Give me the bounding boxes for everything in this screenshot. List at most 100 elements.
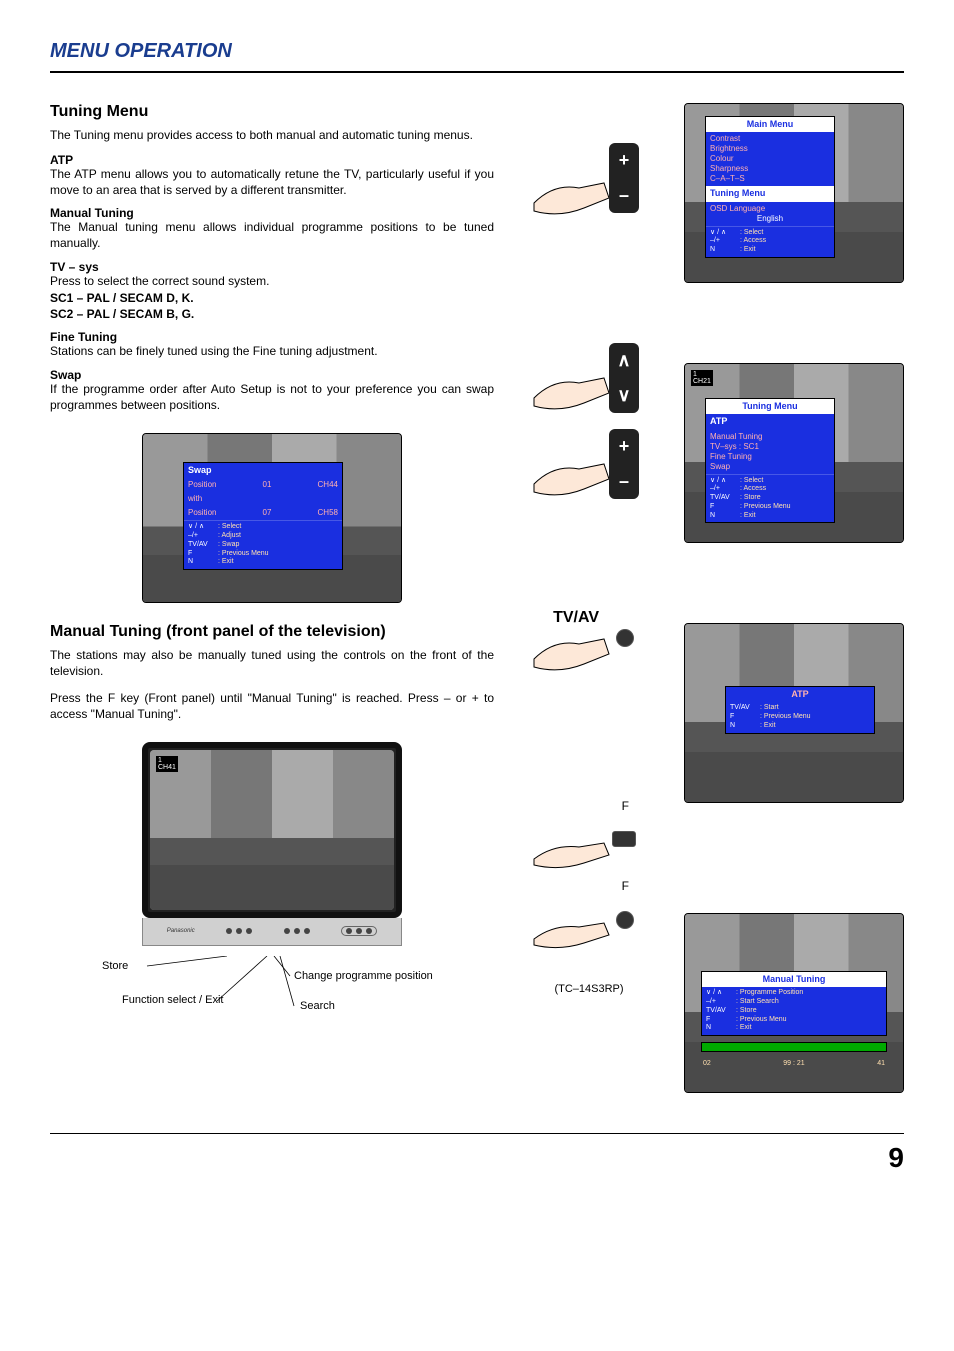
- manual-text: The Manual tuning menu allows individual…: [50, 220, 494, 251]
- atp-osd-title: ATP: [726, 687, 874, 702]
- main-highlight: Tuning Menu: [706, 186, 834, 201]
- a-h1a: Previous Menu: [764, 713, 811, 720]
- m-h0k: ∨ / ∧: [710, 229, 740, 238]
- m-h1a: Access: [744, 237, 767, 244]
- bar-left: 02: [703, 1060, 711, 1067]
- t-chno: 1: [693, 371, 697, 378]
- mn-h3a: Previous Menu: [740, 1016, 787, 1023]
- ch-badge: 1CH41: [156, 756, 178, 772]
- swap-h1a: Adjust: [222, 532, 241, 539]
- swap-row2-label: Position: [188, 508, 216, 518]
- f-round-button-icon: [616, 911, 634, 929]
- main-menu-osd: Main Menu Contrast Brightness Colour Sha…: [684, 103, 904, 283]
- swap-help: ∨ / ∧: Select –/+: Adjust TV/AV: Swap F:…: [184, 520, 342, 569]
- a-h0a: Start: [764, 704, 779, 711]
- page-number: 9: [50, 1133, 904, 1174]
- manual-front-text2: Press the F key (Front panel) until "Man…: [50, 690, 494, 722]
- swap-row1-a: 01: [263, 480, 272, 490]
- swap-row1-label: Position: [188, 480, 216, 490]
- tuning-intro: The Tuning menu provides access to both …: [50, 127, 494, 143]
- swap-h2a: Swap: [222, 541, 240, 548]
- swap-h4k: N: [188, 558, 218, 567]
- a-h2a: Exit: [764, 722, 776, 729]
- tuning-help: ∨ / ∧: Select –/+: Access TV/AV: Store F…: [706, 474, 834, 523]
- mn-h0a: Programme Position: [740, 989, 803, 996]
- main-item-1: Brightness: [710, 144, 830, 154]
- a-h1k: F: [730, 713, 760, 722]
- callout-func: Function select / Exit: [122, 994, 224, 1006]
- tvsys-text: Press to select the correct sound system…: [50, 274, 494, 290]
- mn-h3k: F: [706, 1016, 736, 1025]
- m-h2k: N: [710, 246, 740, 255]
- manual-front-heading: Manual Tuning (front panel of the televi…: [50, 623, 494, 641]
- model-note: (TC–14S3RP): [524, 983, 654, 995]
- f-label-1: F: [622, 799, 629, 813]
- swap-osd-title: Swap: [184, 463, 342, 478]
- tvsys-sc1: SC1 – PAL / SECAM D, K.: [50, 291, 494, 307]
- mn-h4a: Exit: [740, 1024, 752, 1031]
- f-rect-button-icon: [612, 831, 636, 847]
- manual-front-text1: The stations may also be manually tuned …: [50, 647, 494, 679]
- hand-updown: ∧∨: [524, 343, 654, 423]
- minus-icon-2: –: [619, 471, 629, 492]
- t-h4a: Exit: [744, 512, 756, 519]
- fine-label: Fine Tuning: [50, 330, 494, 344]
- fine-text: Stations can be finely tuned using the F…: [50, 344, 494, 360]
- tv-set-screen: 1CH41: [150, 750, 394, 910]
- main-help: ∨ / ∧: Select –/+: Access N: Exit: [706, 226, 834, 257]
- atp-label: ATP: [50, 153, 494, 167]
- main-after-0: OSD Language: [710, 204, 830, 214]
- swap-h3a: Previous Menu: [222, 550, 269, 557]
- top-section: Tuning Menu The Tuning menu provides acc…: [50, 103, 904, 1093]
- mn-h0k: ∨ / ∧: [706, 989, 736, 998]
- sc1-text: SC1 – PAL / SECAM D, K.: [50, 291, 194, 305]
- tv-front-panel: Panasonic: [142, 918, 402, 946]
- tuning-bar: [701, 1042, 887, 1052]
- atp-osd: ATP TV/AV: Start F: Previous Menu N: Exi…: [684, 623, 904, 803]
- mn-h2k: TV/AV: [706, 1007, 736, 1016]
- t-h2k: TV/AV: [710, 494, 740, 503]
- swap-h0k: ∨ / ∧: [188, 523, 218, 532]
- hand-f-round: F: [524, 899, 654, 959]
- hand-plusminus-1: +–: [524, 143, 654, 233]
- minus-icon: –: [619, 185, 629, 206]
- plus-icon: +: [619, 150, 630, 171]
- swap-h1k: –/+: [188, 532, 218, 541]
- manual-osd-title: Manual Tuning: [702, 972, 886, 987]
- swap-h3k: F: [188, 550, 218, 559]
- swap-text: If the programme order after Auto Setup …: [50, 382, 494, 413]
- swap-row1-b: CH44: [318, 480, 338, 490]
- m-h1k: –/+: [710, 237, 740, 246]
- tvsys-sc2: SC2 – PAL / SECAM B, G.: [50, 307, 494, 323]
- main-item-3: Sharpness: [710, 164, 830, 174]
- hand-plusminus-2: +–: [524, 429, 654, 509]
- tuning-osd-title: Tuning Menu: [706, 399, 834, 414]
- t-h1k: –/+: [710, 485, 740, 494]
- bar-mid: 99 : 21: [783, 1060, 804, 1067]
- mn-h2a: Store: [740, 1007, 757, 1014]
- manual-tuning-osd: Manual Tuning ∨ / ∧: Programme Position …: [684, 913, 904, 1093]
- down-icon: ∨: [617, 385, 630, 406]
- atp-text: The ATP menu allows you to automatically…: [50, 167, 494, 198]
- swap-row2-a: 07: [263, 508, 272, 518]
- swap-h0a: Select: [222, 523, 241, 530]
- t-item-0: Manual Tuning: [710, 432, 830, 442]
- callout-diagram: Store Function select / Exit Change prog…: [62, 956, 482, 1026]
- t-h1a: Access: [744, 485, 767, 492]
- tuning-highlight: ATP: [706, 414, 834, 429]
- sc2-text: SC2 – PAL / SECAM B, G.: [50, 307, 194, 321]
- t-h3k: F: [710, 503, 740, 512]
- page-header-title: MENU OPERATION: [50, 40, 904, 73]
- bar-right: 41: [877, 1060, 885, 1067]
- main-item-2: Colour: [710, 154, 830, 164]
- hand-tvav: TV/AV: [524, 599, 654, 689]
- updown-plusminus-stack: ∧∨ +–: [524, 343, 654, 509]
- hand-f-rect: F: [524, 819, 654, 879]
- callout-store: Store: [102, 960, 128, 972]
- t-h0a: Select: [744, 477, 763, 484]
- tvav-button-icon: [616, 629, 634, 647]
- m-h0a: Select: [744, 229, 763, 236]
- plus-icon-2: +: [619, 436, 630, 457]
- right-column: Main Menu Contrast Brightness Colour Sha…: [684, 103, 904, 1093]
- callout-change: Change programme position: [294, 970, 433, 982]
